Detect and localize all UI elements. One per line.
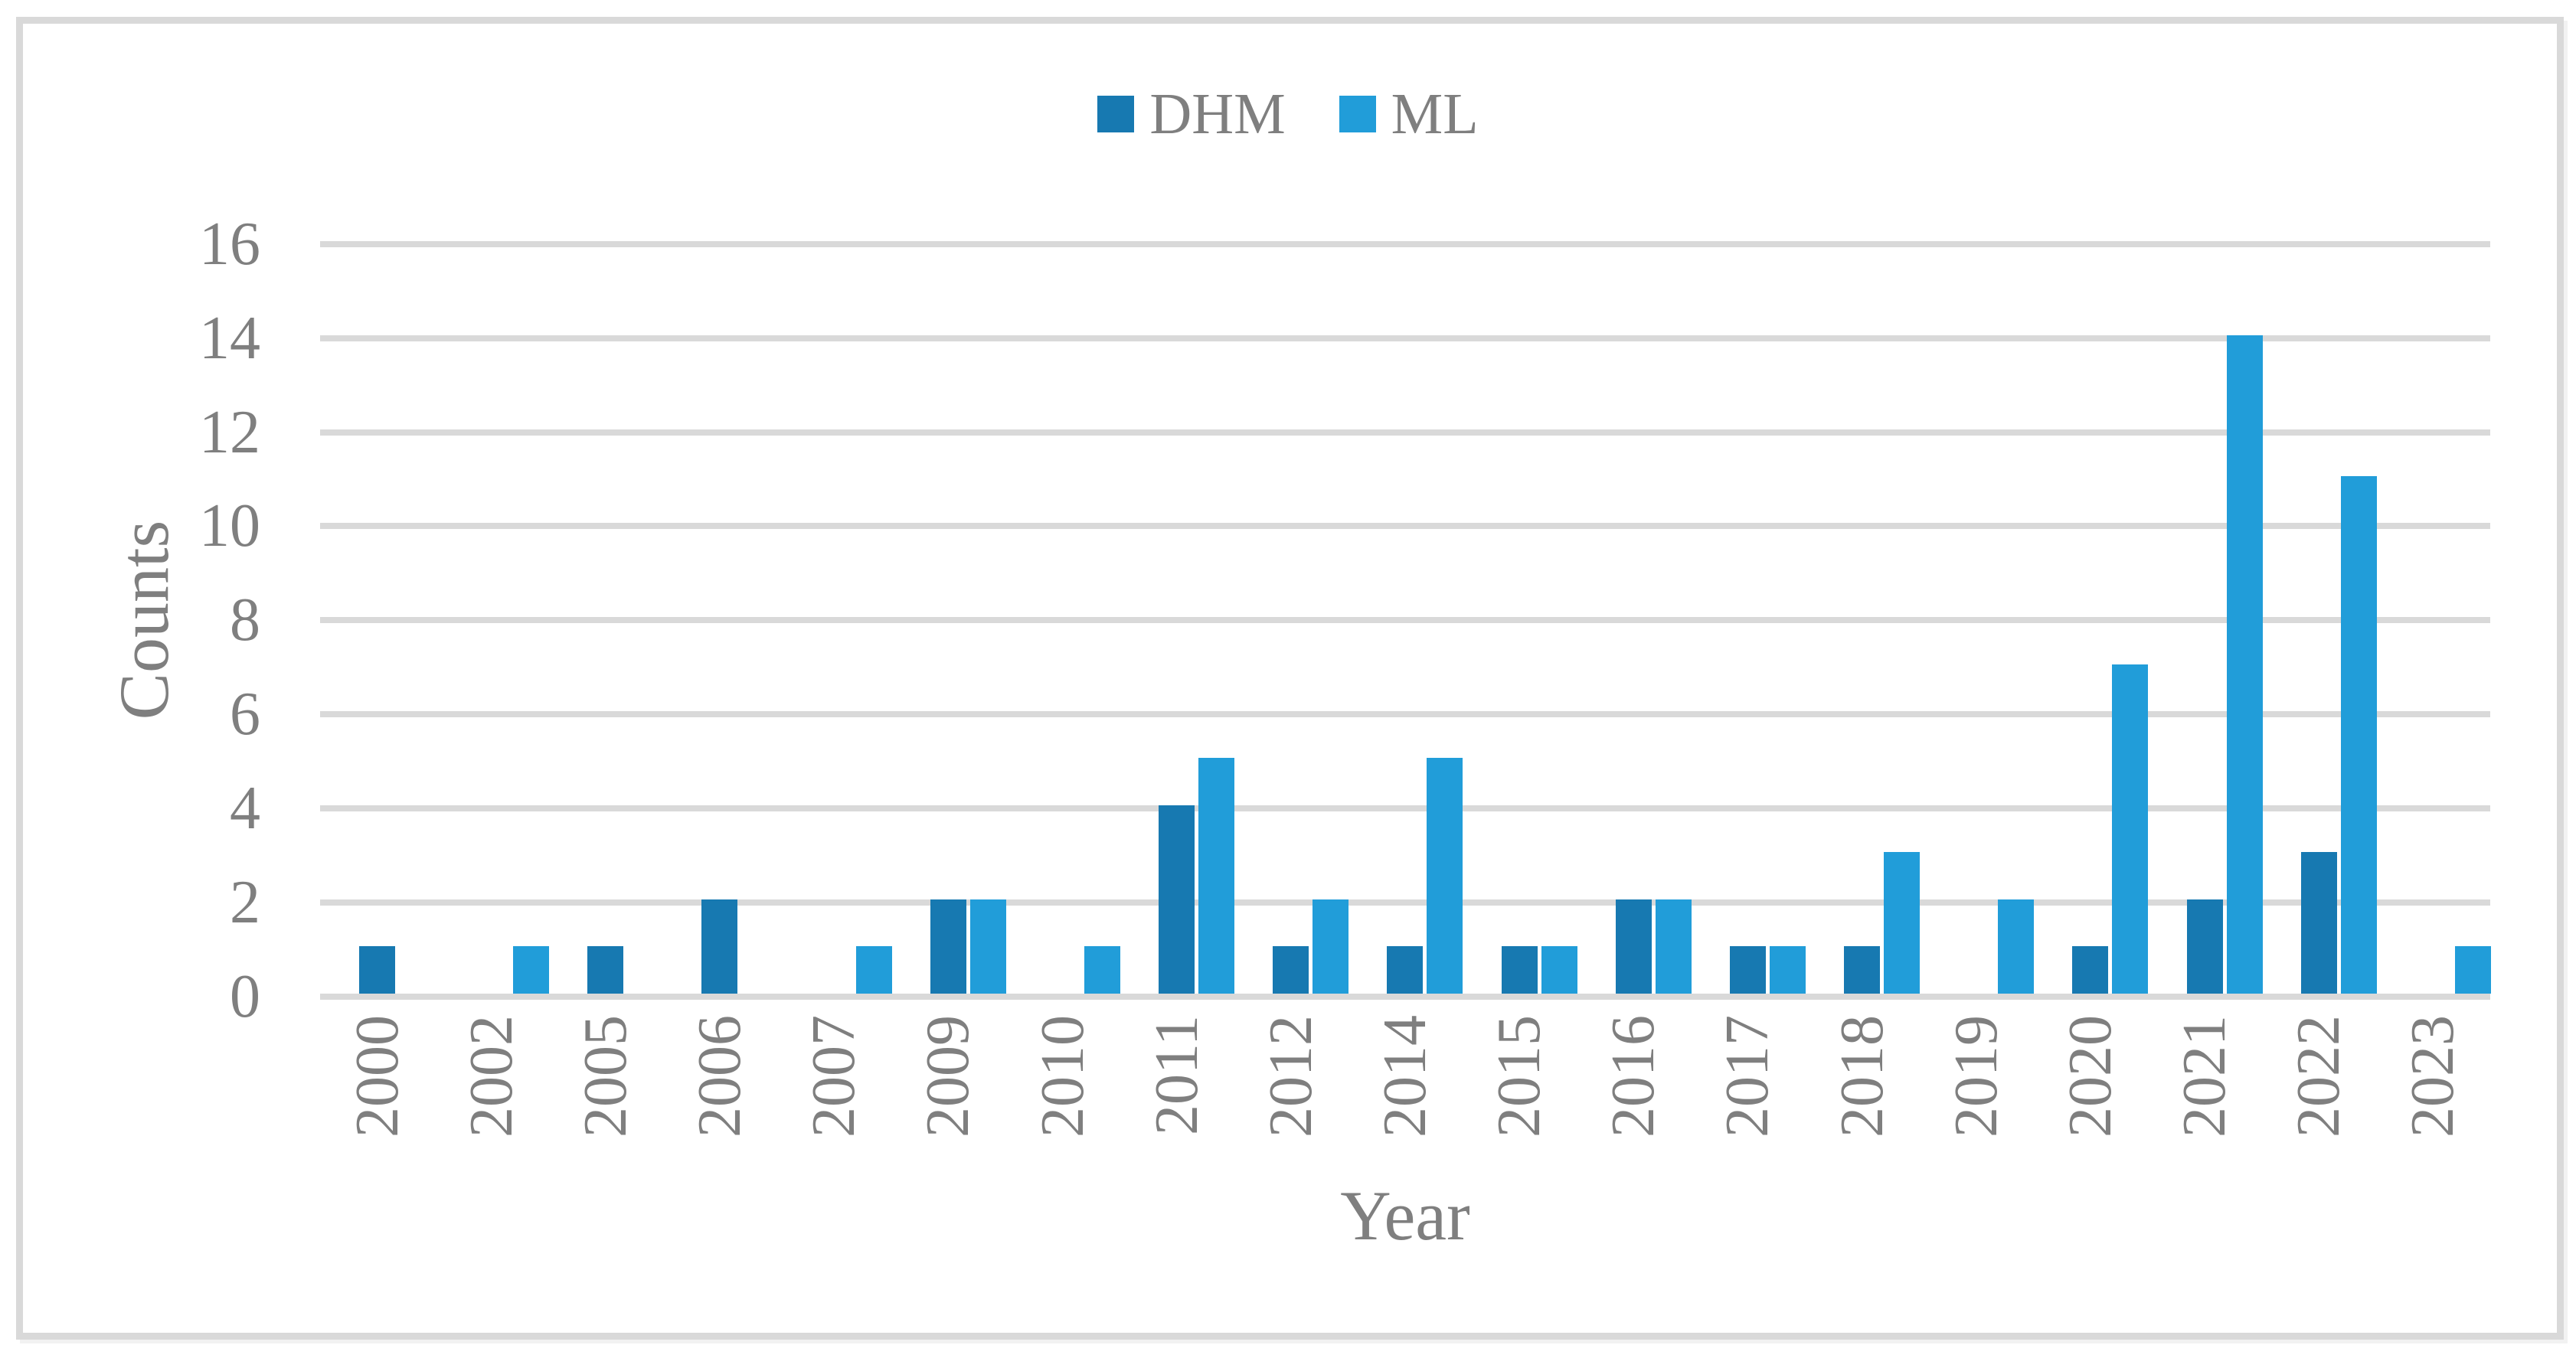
x-tick-label-2000: 2000 <box>343 1015 411 1138</box>
y-tick-label-16: 16 <box>199 211 260 278</box>
bar-ml-2007 <box>855 946 892 994</box>
legend-swatch-ml <box>1339 96 1376 132</box>
y-axis-title: Counts <box>105 520 183 720</box>
bar-dhm-2009 <box>930 899 966 994</box>
legend-item-dhm: DHM <box>1097 82 1286 146</box>
bar-dhm-2016 <box>1615 899 1652 994</box>
x-tick-label-2023: 2023 <box>2399 1015 2467 1138</box>
bar-ml-2018 <box>1884 852 1921 994</box>
x-tick-label-2018: 2018 <box>1828 1015 1896 1138</box>
legend-item-ml: ML <box>1339 83 1479 145</box>
gridline-y2 <box>320 899 2490 906</box>
x-tick-label-2015: 2015 <box>1486 1015 1554 1138</box>
x-tick-label-2019: 2019 <box>1942 1015 2010 1138</box>
gridline-y16 <box>320 241 2490 247</box>
x-tick-label-2002: 2002 <box>457 1015 525 1138</box>
bar-ml-2023 <box>2454 946 2491 994</box>
x-tick-label-2012: 2012 <box>1257 1015 1325 1138</box>
bar-ml-2014 <box>1427 758 1463 994</box>
bar-ml-2016 <box>1655 899 1692 994</box>
bar-dhm-2018 <box>1844 946 1881 994</box>
y-tick-label-4: 4 <box>230 774 260 842</box>
x-tick-label-2017: 2017 <box>1714 1015 1782 1138</box>
bar-dhm-2022 <box>2300 852 2337 994</box>
bar-ml-2022 <box>2340 476 2377 994</box>
chart-legend: DHM ML <box>0 83 2576 145</box>
bar-ml-2010 <box>1084 946 1120 994</box>
x-tick-label-2009: 2009 <box>914 1015 982 1138</box>
legend-label-dhm: DHM <box>1149 82 1286 146</box>
gridline-y10 <box>320 523 2490 530</box>
bar-dhm-2020 <box>2072 946 2109 994</box>
y-tick-label-2: 2 <box>230 868 260 936</box>
y-tick-label-14: 14 <box>199 304 260 372</box>
x-tick-label-2007: 2007 <box>800 1015 868 1138</box>
bar-ml-2017 <box>1769 946 1806 994</box>
x-axis-title: Year <box>1340 1177 1470 1255</box>
legend-swatch-dhm <box>1097 96 1135 132</box>
bar-ml-2019 <box>1998 899 2035 994</box>
y-tick-label-10: 10 <box>199 492 260 560</box>
bar-ml-2002 <box>513 946 550 994</box>
gridline-y6 <box>320 711 2490 718</box>
bar-dhm-2006 <box>701 899 738 994</box>
gridline-y0 <box>320 993 2490 1000</box>
x-tick-label-2005: 2005 <box>571 1015 639 1138</box>
bar-dhm-2017 <box>1729 946 1766 994</box>
x-tick-label-2016: 2016 <box>1600 1015 1668 1138</box>
bar-ml-2011 <box>1198 758 1235 994</box>
bar-dhm-2015 <box>1501 946 1538 994</box>
gridline-y14 <box>320 335 2490 341</box>
bar-ml-2021 <box>2226 335 2263 994</box>
bar-ml-2015 <box>1541 946 1577 994</box>
x-tick-label-2010: 2010 <box>1028 1015 1097 1138</box>
bar-ml-2020 <box>2112 664 2149 994</box>
x-tick-label-2020: 2020 <box>2056 1015 2124 1138</box>
gridline-y4 <box>320 805 2490 811</box>
gridline-y12 <box>320 429 2490 436</box>
x-tick-label-2014: 2014 <box>1371 1015 1439 1138</box>
bar-dhm-2014 <box>1387 946 1424 994</box>
y-tick-label-12: 12 <box>199 398 260 466</box>
x-tick-label-2021: 2021 <box>2171 1015 2239 1138</box>
legend-label-ml: ML <box>1391 82 1479 146</box>
x-tick-label-2011: 2011 <box>1143 1015 1211 1136</box>
bar-dhm-2000 <box>359 946 395 994</box>
bar-dhm-2011 <box>1159 805 1195 994</box>
y-tick-label-8: 8 <box>230 586 260 655</box>
x-tick-label-2006: 2006 <box>686 1015 754 1138</box>
y-tick-label-0: 0 <box>230 962 260 1030</box>
x-tick-label-2022: 2022 <box>2285 1015 2353 1138</box>
bar-dhm-2012 <box>1273 946 1309 994</box>
y-tick-label-6: 6 <box>230 681 260 749</box>
gridline-y8 <box>320 617 2490 624</box>
bar-dhm-2021 <box>2186 899 2223 994</box>
bar-ml-2012 <box>1313 899 1349 994</box>
bar-dhm-2005 <box>587 946 624 994</box>
bar-ml-2009 <box>969 899 1006 994</box>
